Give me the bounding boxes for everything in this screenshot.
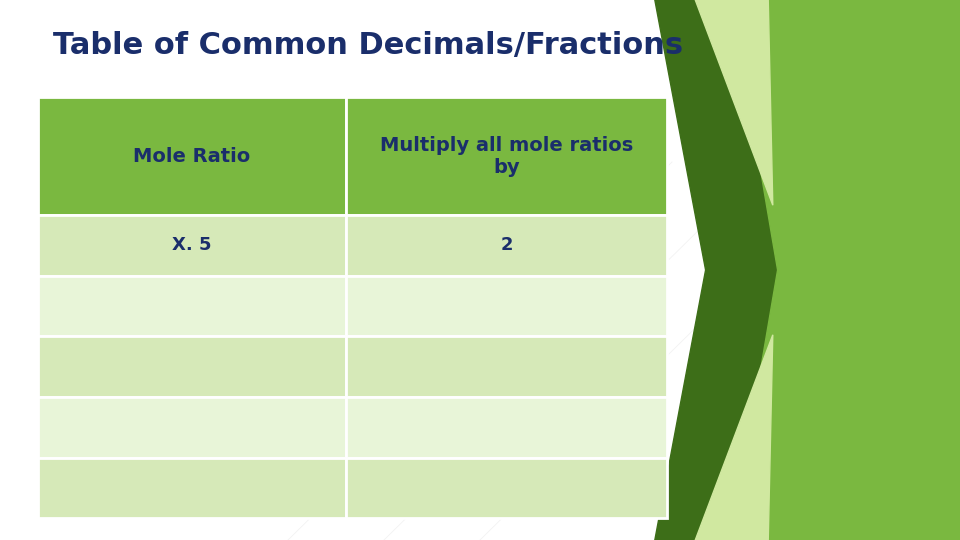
- Polygon shape: [653, 0, 821, 540]
- Bar: [346, 97, 667, 215]
- Polygon shape: [672, 0, 960, 540]
- Text: Table of Common Decimals/Fractions: Table of Common Decimals/Fractions: [53, 31, 683, 60]
- Polygon shape: [845, 0, 960, 540]
- Polygon shape: [691, 335, 773, 540]
- Text: X. 5: X. 5: [172, 237, 212, 254]
- Polygon shape: [730, 0, 893, 540]
- Bar: [38, 458, 346, 518]
- Bar: [346, 397, 667, 458]
- Bar: [38, 215, 346, 276]
- Bar: [38, 97, 346, 215]
- Bar: [38, 276, 346, 336]
- Polygon shape: [691, 0, 773, 205]
- Bar: [346, 276, 667, 336]
- Bar: [38, 397, 346, 458]
- Text: Mole Ratio: Mole Ratio: [133, 147, 251, 166]
- Text: 2: 2: [500, 237, 513, 254]
- Bar: [346, 215, 667, 276]
- Text: Multiply all mole ratios
by: Multiply all mole ratios by: [380, 136, 633, 177]
- Bar: [38, 336, 346, 397]
- Bar: [346, 458, 667, 518]
- Bar: [346, 336, 667, 397]
